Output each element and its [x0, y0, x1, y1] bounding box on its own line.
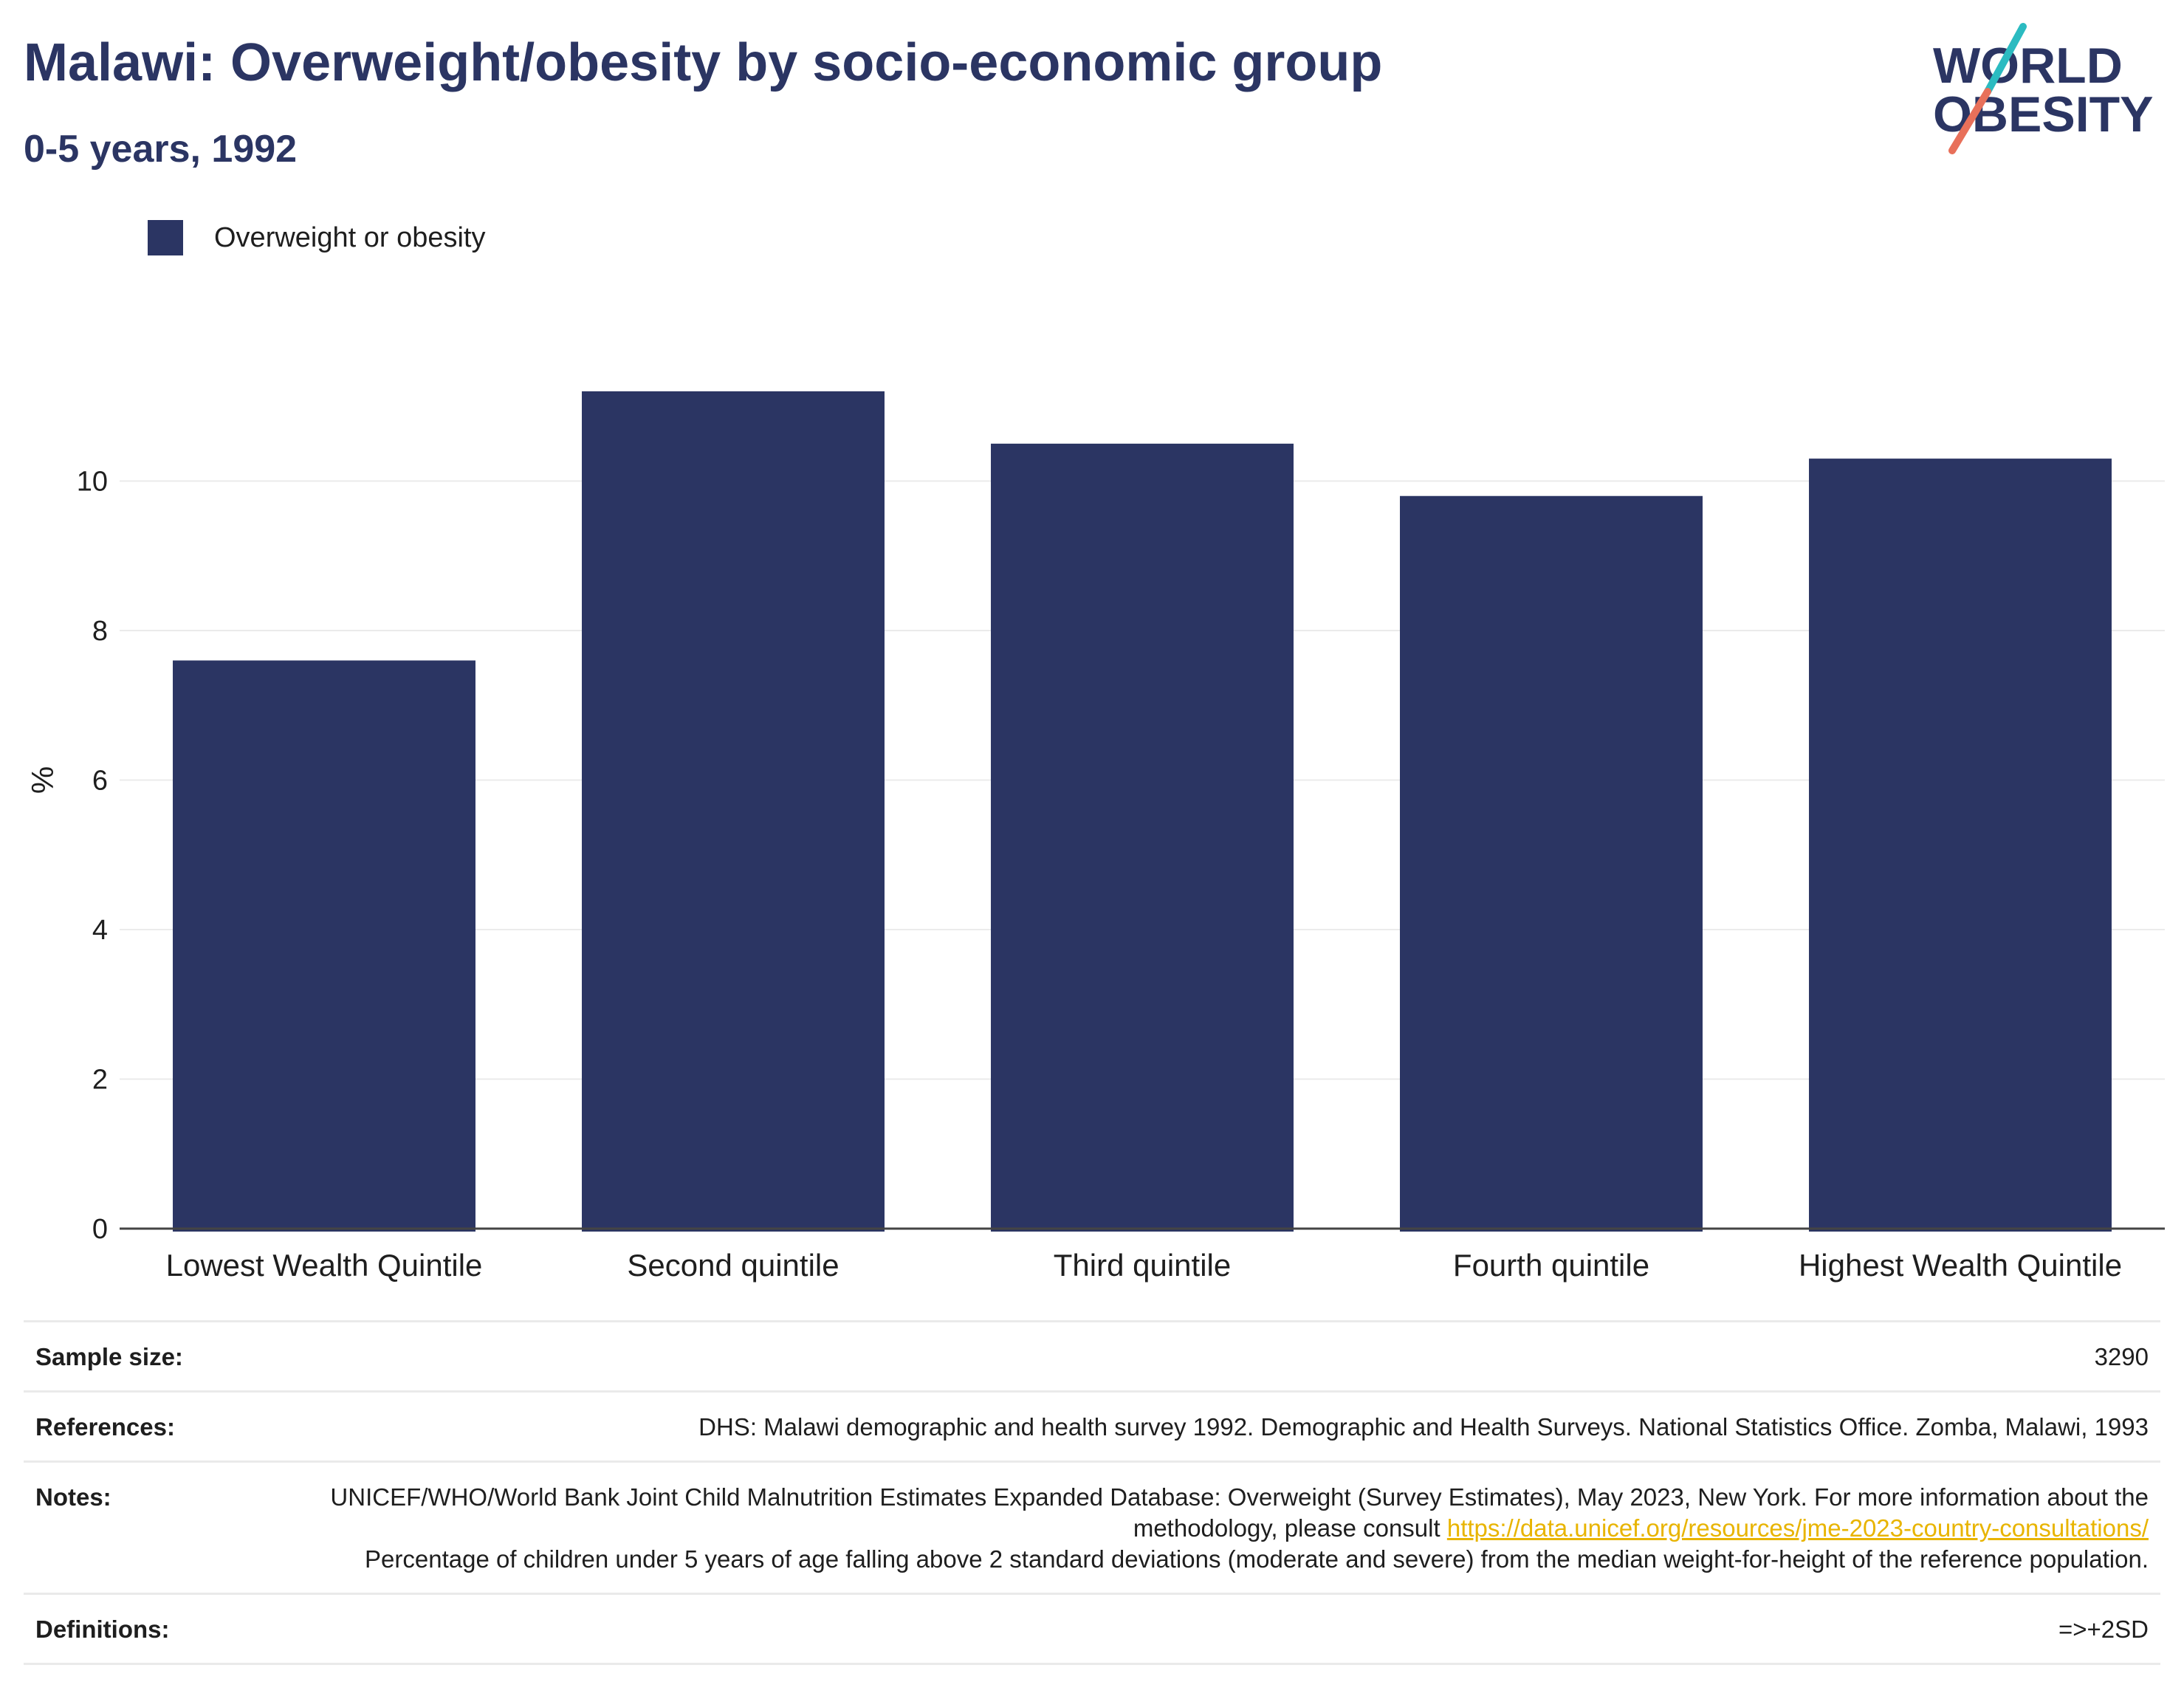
logo-text-world: WORLD: [1933, 38, 2123, 94]
bar: [582, 391, 885, 1232]
y-tick-label: 2: [92, 1065, 108, 1096]
x-tick-label: Fourth quintile: [1453, 1248, 1649, 1283]
legend-label: Overweight or obesity: [214, 222, 486, 253]
notes-text: UNICEF/WHO/World Bank Joint Child Malnut…: [330, 1483, 2149, 1542]
bar: [1809, 459, 2112, 1232]
x-tick-label: Second quintile: [627, 1248, 839, 1283]
chart-legend[interactable]: Overweight or obesity: [148, 220, 486, 255]
info-key: Notes:: [35, 1483, 111, 1511]
legend-swatch: [148, 220, 183, 255]
y-tick-label: 6: [92, 766, 108, 797]
bar: [173, 660, 475, 1232]
x-tick-label: Lowest Wealth Quintile: [166, 1248, 483, 1283]
y-tick-label: 4: [92, 915, 108, 946]
y-tick-label: 10: [77, 467, 108, 498]
logo-slash-coral: [1948, 88, 1991, 154]
y-tick-label: 0: [92, 1214, 108, 1245]
info-row-notes: Notes: UNICEF/WHO/World Bank Joint Child…: [24, 1460, 2160, 1593]
y-tick-label: 8: [92, 616, 108, 647]
x-tick-label: Third quintile: [1054, 1248, 1231, 1283]
x-tick-label: Highest Wealth Quintile: [1799, 1248, 2122, 1283]
info-key: Sample size:: [35, 1343, 183, 1370]
info-row-references: References: DHS: Malawi demographic and …: [24, 1390, 2160, 1460]
info-row-definitions: Definitions: =>+2SD: [24, 1593, 2160, 1665]
info-value: DHS: Malawi demographic and health surve…: [698, 1413, 2149, 1441]
info-value: UNICEF/WHO/World Bank Joint Child Malnut…: [288, 1482, 2149, 1575]
info-key: References:: [35, 1413, 175, 1441]
bar: [1400, 495, 1703, 1232]
logo-slash-teal: [1984, 23, 2027, 95]
bar-chart: 0 2 4 6 8 10 Lowest Wealth Quintile Second quin…: [25, 391, 2165, 1283]
info-value: =>+2SD: [2058, 1616, 2149, 1643]
methodology-link[interactable]: https://data.unicef.org/resources/jme-20…: [1446, 1514, 2149, 1542]
info-row-sample-size: Sample size: 3290: [24, 1320, 2160, 1390]
info-table: Sample size: 3290 References: DHS: Malaw…: [24, 1320, 2160, 1665]
y-axis-title: %: [25, 766, 60, 794]
bar: [991, 443, 1294, 1232]
notes-definition-text: Percentage of children under 5 years of …: [365, 1545, 2149, 1573]
info-key: Definitions:: [35, 1616, 170, 1643]
chart-title: Malawi: Overweight/obesity by socio-econ…: [24, 33, 1383, 92]
info-value: 3290: [2094, 1343, 2149, 1370]
chart-subtitle: 0-5 years, 1992: [24, 128, 298, 171]
world-obesity-logo: WORLD OBESITY: [1933, 23, 2154, 154]
